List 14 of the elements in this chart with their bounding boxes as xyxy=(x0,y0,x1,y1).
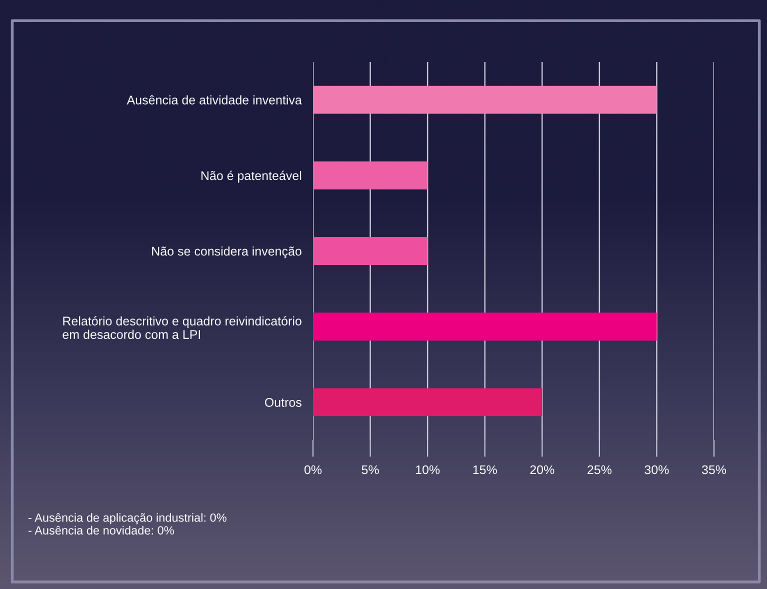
y-tick-label: Outros xyxy=(264,398,302,407)
x-tick-label: 35% xyxy=(702,465,726,474)
text: - Ausência de aplicação industrial: 0% - Ausência de novidade: 0% xyxy=(28,513,226,535)
x-tick-label: 25% xyxy=(588,465,612,474)
x-tick-label: 15% xyxy=(473,465,497,474)
x-tick-label: 20% xyxy=(530,465,554,474)
y-tick-label: Ausência de atividade inventiva xyxy=(126,95,302,104)
y-tick-label: Não se considera invenção xyxy=(152,246,302,258)
y-tick-label: Relatório descritivo e quadro reivindicatório em desacordo com a LPI xyxy=(62,316,302,339)
x-tick-label: 0% xyxy=(304,465,322,474)
y-tick-label: Não é patenteável xyxy=(201,170,302,183)
x-tick-label: 30% xyxy=(644,465,669,474)
x-tick-label: 10% xyxy=(416,465,440,474)
x-tick-label: 5% xyxy=(362,465,379,474)
